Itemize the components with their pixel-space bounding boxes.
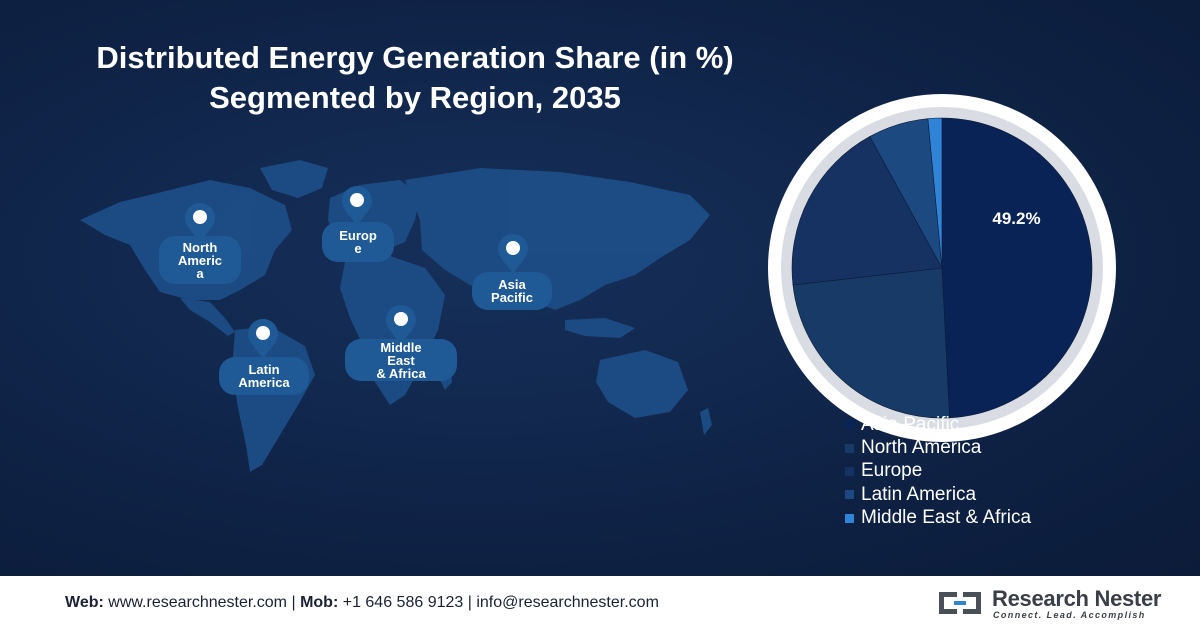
mob-number[interactable]: +1 646 586 9123 <box>342 594 464 611</box>
footer: Web: www.researchnester.com | Mob: +1 64… <box>0 576 1200 628</box>
web-link[interactable]: www.researchnester.com <box>108 594 287 611</box>
legend-label: Middle East & Africa <box>861 507 1032 529</box>
map-indonesia <box>565 318 635 338</box>
map-label-middle-east-africa: Middle East & Africa <box>345 339 457 381</box>
web-label: Web: <box>65 594 104 611</box>
contact-info: Web: www.researchnester.com | Mob: +1 64… <box>65 594 659 612</box>
location-pin-icon <box>342 186 372 226</box>
map-greenland <box>260 160 328 198</box>
map-new-zealand <box>700 408 712 435</box>
legend-label: Asia Pacific <box>861 413 960 435</box>
legend-swatch <box>845 466 854 476</box>
map-label-latin-america: Latin America <box>219 357 309 395</box>
legend-label: Latin America <box>861 483 977 505</box>
map-asia <box>405 168 710 310</box>
legend-swatch <box>845 513 854 523</box>
chart-title: Distributed Energy Generation Share (in … <box>30 38 800 118</box>
map-australia <box>596 350 688 418</box>
title-line-2: Segmented by Region, 2035 <box>209 80 621 115</box>
location-pin-icon <box>248 319 278 359</box>
pie-slice-asia-pacific <box>941 117 1093 419</box>
legend-item: Latin America <box>845 483 1031 506</box>
legend-item: Europe <box>845 460 1031 483</box>
pie-slice-middle-east-africa <box>927 117 943 269</box>
pie-slice-europe <box>791 136 943 286</box>
legend-item: Middle East & Africa <box>845 507 1031 530</box>
map-label-europe: Europ e <box>322 222 394 262</box>
legend-item: North America <box>845 436 1031 459</box>
separator: | <box>291 594 296 611</box>
title-line-1: Distributed Energy Generation Share (in … <box>96 40 734 75</box>
location-pin-icon <box>498 234 528 274</box>
legend-label: North America <box>861 437 982 459</box>
legend-swatch <box>845 490 854 500</box>
legend-label: Europe <box>861 460 923 482</box>
research-nester-logo-icon <box>939 592 981 614</box>
infographic-panel: Distributed Energy Generation Share (in … <box>0 0 1200 576</box>
logo-tagline: Connect. Lead. Accomplish <box>993 610 1146 620</box>
location-pin-icon <box>386 305 416 345</box>
pie-chart: 49.2% <box>768 94 1116 442</box>
location-pin-icon <box>185 203 215 243</box>
map-label-north-america: North Americ a <box>159 236 241 284</box>
mob-label: Mob: <box>300 594 339 611</box>
legend-swatch <box>845 420 854 430</box>
email-link[interactable]: info@researchnester.com <box>476 594 659 611</box>
chart-legend: Asia Pacific North America Europe Latin Ame… <box>845 413 1031 530</box>
logo-name: Research Nester <box>992 586 1162 611</box>
legend-swatch <box>845 443 854 453</box>
map-label-asia-pacific: Asia Pacific <box>472 272 552 310</box>
separator: | <box>467 594 472 611</box>
map-central-america <box>180 298 235 336</box>
pie-slice-north-america <box>792 267 950 419</box>
pie-data-label: 49.2% <box>992 209 1040 228</box>
legend-item: Asia Pacific <box>845 413 1031 436</box>
research-nester-logo: Research Nester Connect. Lead. Accomplis… <box>935 586 1165 622</box>
